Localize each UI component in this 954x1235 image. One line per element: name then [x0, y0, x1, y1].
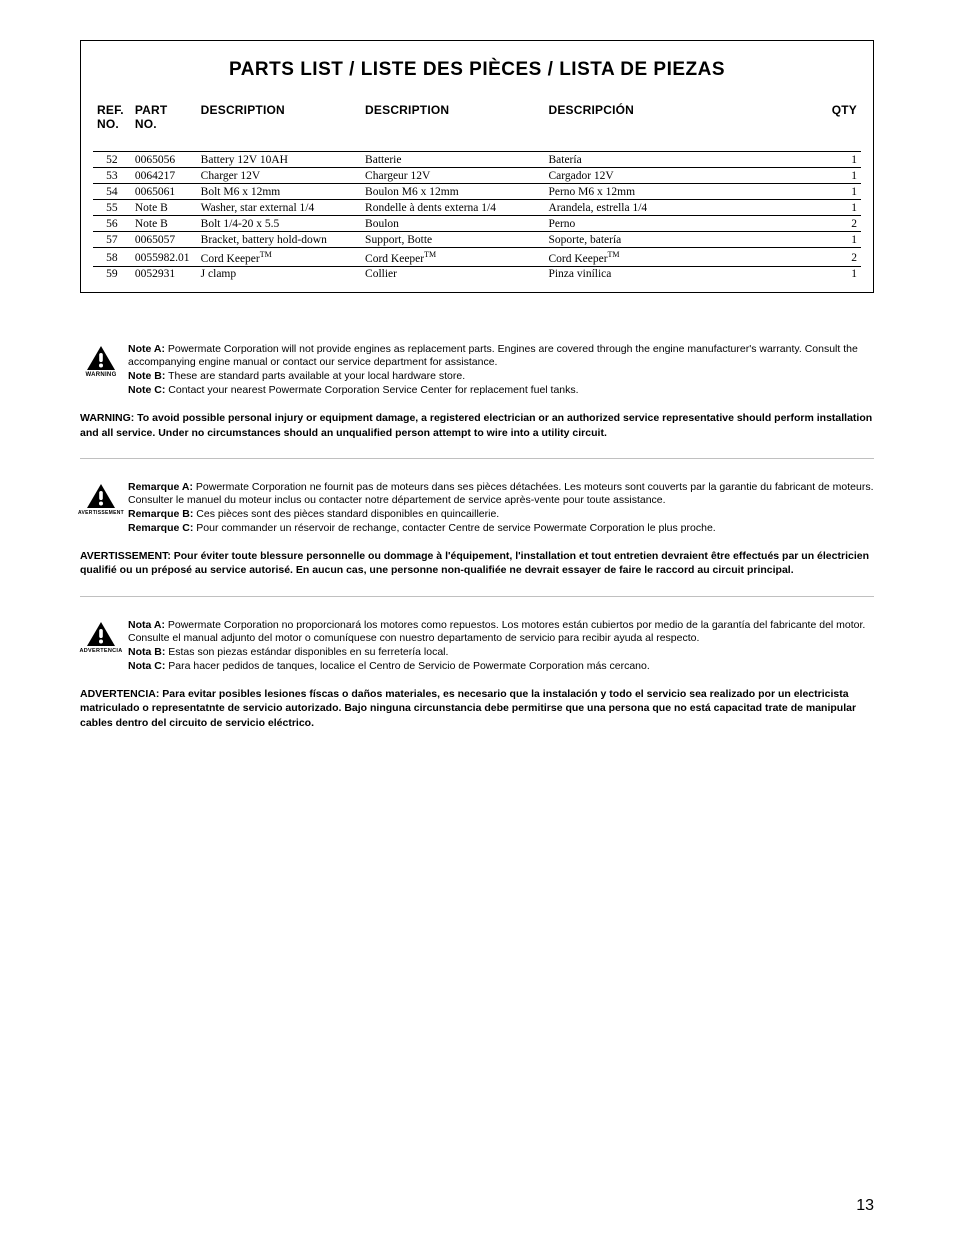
- note-b-en: Note B: These are standard parts availab…: [128, 370, 874, 384]
- col-part: PART NO.: [131, 103, 197, 152]
- warning-fr: AVERTISSEMENT: Pour éviter toute blessur…: [80, 549, 874, 577]
- note-a-es: Nota A: Powermate Corporation no proporc…: [128, 619, 874, 646]
- table-row: 540065061Bolt M6 x 12mmBoulon M6 x 12mmP…: [93, 184, 861, 200]
- table-cell: 53: [93, 168, 131, 184]
- note-b-es: Nota B: Estas son piezas estándar dispon…: [128, 646, 874, 660]
- table-cell: Washer, star external 1/4: [197, 200, 361, 216]
- divider-2: [80, 596, 874, 597]
- table-cell: 54: [93, 184, 131, 200]
- table-cell: Battery 12V 10AH: [197, 152, 361, 168]
- table-cell: Soporte, batería: [544, 232, 823, 248]
- table-cell: 2: [823, 216, 861, 232]
- table-row: 55Note BWasher, star external 1/4Rondell…: [93, 200, 861, 216]
- col-desc-fr: DESCRIPTION: [361, 103, 544, 152]
- table-cell: 58: [93, 248, 131, 267]
- table-cell: 52: [93, 152, 131, 168]
- warning-es: ADVERTENCIA: Para evitar posibles lesion…: [80, 687, 874, 730]
- table-cell: Pinza vinílica: [544, 266, 823, 282]
- warning-caption-es: ADVERTENCIA: [79, 648, 122, 655]
- table-cell: Cargador 12V: [544, 168, 823, 184]
- table-cell: Bracket, battery hold-down: [197, 232, 361, 248]
- warning-triangle-icon: [86, 345, 116, 371]
- note-c-en: Note C: Contact your nearest Powermate C…: [128, 384, 874, 398]
- col-desc-es: DESCRIPCIÓN: [544, 103, 823, 152]
- table-cell: 0064217: [131, 168, 197, 184]
- table-cell: Perno: [544, 216, 823, 232]
- notes-fr: AVERTISSEMENT Remarque A: Powermate Corp…: [80, 481, 874, 536]
- table-cell: 0065061: [131, 184, 197, 200]
- table-row: 590052931J clampCollierPinza vinílica1: [93, 266, 861, 282]
- warning-en: WARNING: To avoid possible personal inju…: [80, 411, 874, 439]
- table-cell: Boulon: [361, 216, 544, 232]
- note-b-fr: Remarque B: Ces pièces sont des pièces s…: [128, 508, 874, 522]
- warning-icon-en: WARNING: [80, 343, 122, 380]
- table-cell: 1: [823, 200, 861, 216]
- parts-list-frame: PARTS LIST / LISTE DES PIÈCES / LISTA DE…: [80, 40, 874, 293]
- table-cell: 1: [823, 168, 861, 184]
- note-a-fr: Remarque A: Powermate Corporation ne fou…: [128, 481, 874, 508]
- table-cell: 2: [823, 248, 861, 267]
- table-cell: Perno M6 x 12mm: [544, 184, 823, 200]
- warning-caption-en: WARNING: [85, 372, 116, 380]
- table-cell: Charger 12V: [197, 168, 361, 184]
- table-cell: 1: [823, 152, 861, 168]
- table-cell: Cord KeeperTM: [544, 248, 823, 267]
- note-a-en: Note A: Powermate Corporation will not p…: [128, 343, 874, 370]
- table-cell: Note B: [131, 216, 197, 232]
- table-row: 530064217Charger 12VChargeur 12VCargador…: [93, 168, 861, 184]
- table-cell: Note B: [131, 200, 197, 216]
- table-cell: Support, Botte: [361, 232, 544, 248]
- warning-triangle-icon: [86, 483, 116, 509]
- table-cell: Collier: [361, 266, 544, 282]
- col-qty: QTY: [823, 103, 861, 152]
- table-cell: 0065057: [131, 232, 197, 248]
- table-cell: Chargeur 12V: [361, 168, 544, 184]
- table-cell: 0065056: [131, 152, 197, 168]
- table-row: 570065057Bracket, battery hold-downSuppo…: [93, 232, 861, 248]
- table-cell: 57: [93, 232, 131, 248]
- warning-icon-fr: AVERTISSEMENT: [80, 481, 122, 517]
- note-c-es: Nota C: Para hacer pedidos de tanques, l…: [128, 660, 874, 674]
- notes-en: WARNING Note A: Powermate Corporation wi…: [80, 343, 874, 398]
- table-cell: Boulon M6 x 12mm: [361, 184, 544, 200]
- divider-1: [80, 458, 874, 459]
- warning-icon-es: ADVERTENCIA: [80, 619, 122, 655]
- table-cell: Rondelle à dents externa 1/4: [361, 200, 544, 216]
- table-cell: Bolt M6 x 12mm: [197, 184, 361, 200]
- table-cell: Cord KeeperTM: [361, 248, 544, 267]
- warning-caption-fr: AVERTISSEMENT: [78, 510, 124, 517]
- note-c-fr: Remarque C: Pour commander un réservoir …: [128, 522, 874, 536]
- page-number: 13: [856, 1197, 874, 1215]
- table-cell: 55: [93, 200, 131, 216]
- notes-es: ADVERTENCIA Nota A: Powermate Corporatio…: [80, 619, 874, 674]
- table-cell: Cord KeeperTM: [197, 248, 361, 267]
- table-cell: J clamp: [197, 266, 361, 282]
- table-header-row: REF. NO. PART NO. DESCRIPTION DESCRIPTIO…: [93, 103, 861, 152]
- table-cell: Bolt 1/4-20 x 5.5: [197, 216, 361, 232]
- table-row: 580055982.01Cord KeeperTMCord KeeperTMCo…: [93, 248, 861, 267]
- table-cell: 0052931: [131, 266, 197, 282]
- table-row: 520065056Battery 12V 10AHBatterieBatería…: [93, 152, 861, 168]
- table-row: 56Note BBolt 1/4-20 x 5.5BoulonPerno2: [93, 216, 861, 232]
- col-desc-en: DESCRIPTION: [197, 103, 361, 152]
- table-cell: 56: [93, 216, 131, 232]
- table-cell: Batterie: [361, 152, 544, 168]
- table-cell: Batería: [544, 152, 823, 168]
- page-title: PARTS LIST / LISTE DES PIÈCES / LISTA DE…: [93, 59, 861, 81]
- parts-table: REF. NO. PART NO. DESCRIPTION DESCRIPTIO…: [93, 103, 861, 282]
- table-cell: 1: [823, 232, 861, 248]
- warning-triangle-icon: [86, 621, 116, 647]
- col-ref: REF. NO.: [93, 103, 131, 152]
- table-cell: 1: [823, 184, 861, 200]
- table-cell: 0055982.01: [131, 248, 197, 267]
- table-cell: 1: [823, 266, 861, 282]
- table-cell: 59: [93, 266, 131, 282]
- table-cell: Arandela, estrella 1/4: [544, 200, 823, 216]
